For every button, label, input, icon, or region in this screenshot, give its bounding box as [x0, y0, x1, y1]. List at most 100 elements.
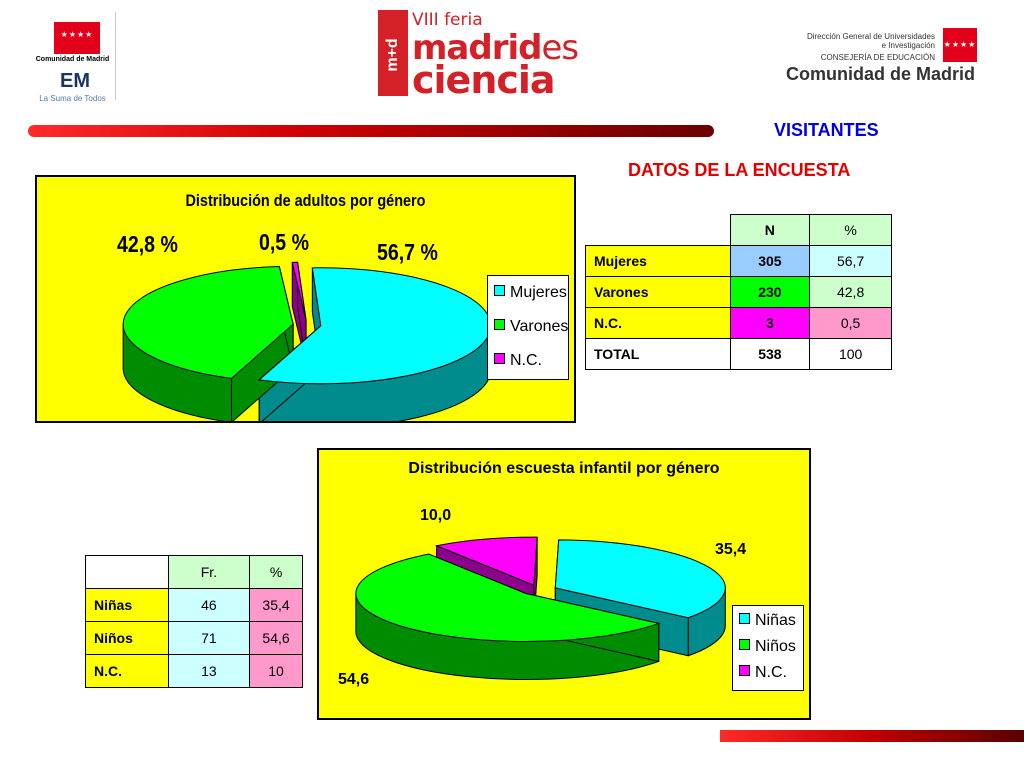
pie-slice-N.C. [291, 261, 307, 321]
row-pct: 56,7 [809, 245, 892, 277]
chart2-legend-ninas: Niñas [739, 612, 796, 632]
section-title-visitantes: VISITANTES [774, 120, 879, 140]
table-row: Varones 230 42,8 [585, 276, 892, 308]
row-n: 230 [729, 276, 811, 308]
row-n: 46 [167, 588, 251, 622]
chart-adults-gender: Distribución de adultos por género 42,8 … [35, 175, 576, 423]
legend-swatch [739, 613, 750, 624]
row-n: 538 [729, 338, 811, 370]
row-label: Mujeres [585, 245, 731, 277]
row-n: 71 [167, 621, 251, 655]
table-row: Niños 71 54,6 [85, 621, 303, 655]
chart-children-gender: Distribución escuesta infantil por géner… [317, 448, 811, 720]
pie-slice-Niñas [554, 539, 726, 619]
feria-ciencia: ciencia [412, 58, 556, 102]
table-header-fr: Fr. [167, 555, 251, 589]
row-n: 305 [729, 245, 811, 277]
chart2-legend-ninos: Niños [739, 638, 796, 658]
feria-madrid: madrid [412, 28, 542, 68]
row-pct: 35,4 [249, 588, 303, 622]
table-adults: N % Mujeres 305 56,7 Varones 230 42,8 N.… [585, 214, 892, 370]
chart1-legend: Mujeres Varones N.C. [487, 275, 569, 380]
em-mark: EM [60, 70, 90, 92]
legend-text: N.C. [755, 664, 787, 681]
chart1-legend-nc: N.C. [494, 352, 542, 372]
chart2-label-ninas: 35,4 [715, 541, 747, 558]
right-logo-line4: Comunidad de Madrid [786, 64, 975, 84]
left-logo-org: Comunidad de Madrid [35, 56, 110, 63]
table-header-pct: % [809, 214, 892, 246]
legend-text: Niñas [755, 612, 796, 629]
table-row: N.C. 13 10 [85, 654, 303, 688]
chart2-label-nc: 10,0 [420, 507, 452, 524]
legend-text: N.C. [510, 352, 542, 369]
flag-stars: ★★★★ [60, 30, 94, 39]
chart2-legend-nc: N.C. [739, 664, 787, 684]
chart1-label-nc: 0,5 % [259, 229, 310, 255]
feria-red-bar [378, 10, 408, 96]
table-header-empty [585, 214, 731, 246]
table-row: Niñas 46 35,4 [85, 588, 303, 622]
legend-swatch [494, 353, 505, 364]
row-label: N.C. [85, 654, 169, 688]
chart1-pie [122, 261, 492, 421]
table-children: Fr. % Niñas 46 35,4 Niños 71 54,6 N.C. 1… [85, 555, 303, 688]
table-row: TOTAL 538 100 [585, 338, 892, 370]
madrid-flag-icon-right: ★★★★ [943, 28, 977, 62]
table-header-n: N [729, 214, 811, 246]
section-subtitle-datos: DATOS DE LA ENCUESTA [628, 160, 851, 180]
legend-swatch [494, 285, 505, 296]
feria-edition: VIII feria [412, 10, 483, 30]
row-label: Varones [585, 276, 731, 308]
madrid-flag-icon [54, 22, 100, 54]
row-n: 3 [729, 307, 811, 339]
table-row: Mujeres 305 56,7 [585, 245, 892, 277]
legend-swatch [739, 665, 750, 676]
legend-text: Niños [755, 638, 796, 655]
table-header-empty [85, 555, 169, 589]
row-label: Niños [85, 621, 169, 655]
row-label: TOTAL [585, 338, 731, 370]
comunidad-madrid-logo-left: ★★★★ Comunidad de Madrid EM La Suma de T… [20, 8, 125, 103]
table-row: N.C. 3 0,5 [585, 307, 892, 339]
legend-text: Varones [510, 318, 569, 335]
feria-vertical-text: m+d [384, 38, 401, 72]
pie-slice-Varones [122, 265, 294, 379]
legend-swatch [739, 639, 750, 650]
chart1-label-mujeres: 56,7 % [377, 239, 438, 265]
row-pct: 0,5 [809, 307, 892, 339]
pie-slice-Niños [355, 553, 661, 642]
table-header-pct: % [249, 555, 303, 589]
legend-swatch [494, 319, 505, 330]
row-label: N.C. [585, 307, 731, 339]
table-header-row: Fr. % [85, 555, 303, 589]
legend-text: Mujeres [510, 284, 567, 301]
red-footer-bar [720, 730, 1024, 742]
header-divider [115, 12, 116, 100]
right-logo-line1: Dirección General de Universidades [806, 32, 935, 41]
row-pct: 10 [249, 654, 303, 688]
comunidad-madrid-logo-right: Dirección General de Universidades e Inv… [745, 22, 985, 92]
chart2-title: Distribución escuesta infantil por géner… [408, 460, 720, 477]
chart1-title: Distribución de adultos por género [185, 191, 426, 210]
red-divider-bar [28, 125, 714, 137]
feria-line1: madrides [412, 28, 579, 68]
row-pct: 54,6 [249, 621, 303, 655]
table-header-row: N % [585, 214, 892, 246]
chart1-legend-mujeres: Mujeres [494, 284, 567, 304]
right-logo-line3: CONSEJERÍA DE EDUCACIÓN [820, 53, 935, 62]
left-logo-tagline: La Suma de Todos [39, 94, 106, 103]
right-logo-line2: e Investigación [881, 41, 935, 50]
feria-logo: m+d VIII feria madrides ciencia [378, 10, 579, 102]
chart2-pie [355, 536, 726, 680]
row-n: 13 [167, 654, 251, 688]
chart2-label-ninos: 54,6 [338, 671, 370, 688]
chart2-legend: Niñas Niños N.C. [732, 605, 804, 691]
row-label: Niñas [85, 588, 169, 622]
feria-es: es [541, 28, 579, 68]
row-pct: 42,8 [809, 276, 892, 308]
row-pct: 100 [809, 338, 892, 370]
chart1-legend-varones: Varones [494, 318, 568, 338]
pie-slice-N.C. [434, 536, 538, 586]
chart1-label-varones: 42,8 % [117, 231, 178, 257]
